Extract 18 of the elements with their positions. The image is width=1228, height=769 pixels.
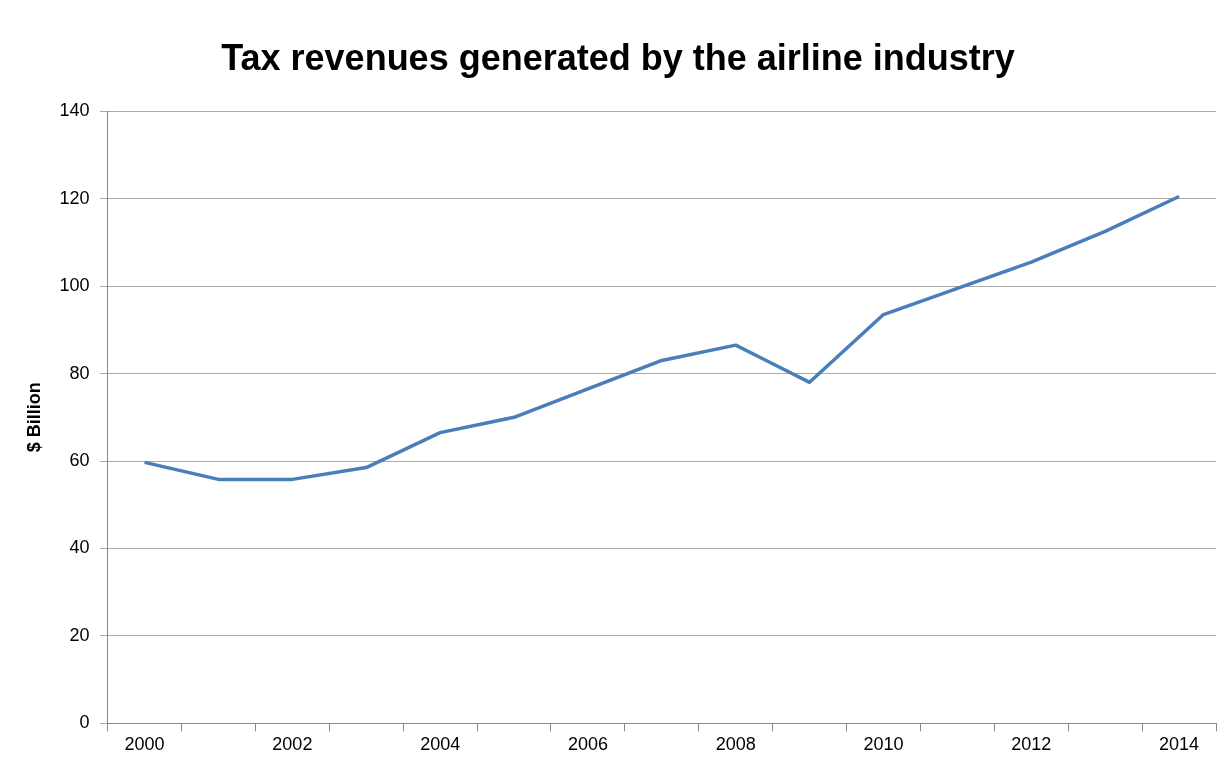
x-tick-label: 2000 — [124, 734, 165, 755]
chart-title: Tax revenues generated by the airline industry — [221, 36, 1015, 78]
y-tick-label: 140 — [59, 100, 90, 121]
x-tick-label: 2014 — [1159, 734, 1200, 755]
x-tick-label: 2002 — [272, 734, 313, 755]
x-tick-label: 2010 — [863, 734, 904, 755]
y-tick-label: 40 — [69, 537, 90, 558]
x-tick-label: 2006 — [567, 734, 608, 755]
x-tick-label: 2004 — [420, 734, 461, 755]
y-tick-label: 80 — [69, 362, 90, 383]
x-tick-label: 2012 — [1011, 734, 1052, 755]
y-tick-label: 120 — [59, 187, 90, 208]
y-tick-label: 60 — [69, 450, 90, 470]
y-tick-label: 100 — [59, 275, 90, 296]
x-tick-label: 2008 — [715, 734, 756, 755]
y-tick-label: 20 — [69, 624, 90, 645]
y-axis-title: $ Billion — [23, 382, 44, 453]
y-tick-label: 0 — [79, 712, 90, 733]
